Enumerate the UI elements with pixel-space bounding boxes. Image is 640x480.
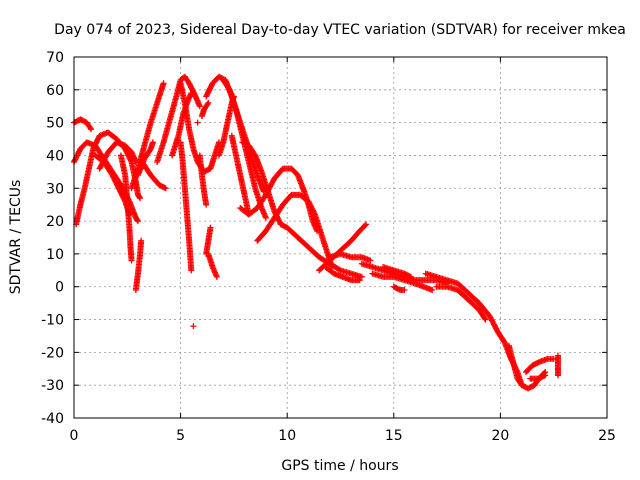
series-trace-36 xyxy=(433,283,489,323)
y-tick-label: 50 xyxy=(46,116,64,132)
y-tick-label: 0 xyxy=(55,280,64,296)
data-point xyxy=(356,277,363,284)
data-point xyxy=(188,267,195,274)
series-trace-2 xyxy=(71,116,95,133)
series-trace-14 xyxy=(177,139,195,274)
data-point xyxy=(262,214,269,221)
x-tick-label: 0 xyxy=(70,428,79,444)
y-tick-label: -20 xyxy=(41,345,64,361)
data-point xyxy=(358,273,365,280)
data-point xyxy=(138,237,145,244)
data-point xyxy=(88,126,95,133)
x-tick-label: 5 xyxy=(176,428,185,444)
series-trace-10 xyxy=(139,159,169,192)
data-point xyxy=(395,286,402,293)
data-point xyxy=(204,101,211,108)
data-point xyxy=(540,372,547,379)
data-point xyxy=(367,257,374,264)
series-trace-4 xyxy=(92,152,133,218)
y-tick-label: -40 xyxy=(41,411,64,427)
data-point xyxy=(542,372,549,379)
y-tick-label: 70 xyxy=(46,50,64,66)
data-point xyxy=(134,218,141,225)
series-trace-5 xyxy=(96,139,139,172)
data-point xyxy=(362,222,369,229)
y-tick-label: 10 xyxy=(46,247,64,263)
data-point xyxy=(213,273,220,280)
series-trace-15 xyxy=(190,323,197,330)
y-tick-label: 20 xyxy=(46,214,64,230)
x-axis-label: GPS time / hours xyxy=(281,458,398,474)
data-point xyxy=(161,184,168,191)
y-tick-label: -30 xyxy=(41,378,64,394)
data-point xyxy=(336,266,343,273)
data-point xyxy=(162,185,169,192)
data-point xyxy=(205,99,212,106)
y-axis-ticks: -40 -30 -20 -10 0 10 20 30 40 50 60 70 xyxy=(41,50,607,427)
data-point xyxy=(406,273,413,280)
y-tick-label: 30 xyxy=(46,181,64,197)
data-point xyxy=(128,257,135,264)
data-points xyxy=(71,73,561,392)
data-point xyxy=(188,90,195,97)
x-tick-label: 25 xyxy=(598,428,616,444)
series-trace-32 xyxy=(369,270,436,294)
data-point xyxy=(481,315,488,322)
series-trace-16 xyxy=(194,119,201,126)
y-axis-label: SDTVAR / TECUs xyxy=(8,180,24,295)
series-trace-30 xyxy=(326,250,374,264)
series-trace-18 xyxy=(198,99,212,120)
data-point xyxy=(134,216,141,223)
data-point xyxy=(407,273,414,280)
y-tick-label: 60 xyxy=(46,83,64,99)
data-point xyxy=(136,194,143,201)
data-point xyxy=(554,372,561,379)
data-point xyxy=(149,139,156,146)
series-trace-34 xyxy=(390,283,408,294)
series-trace-40 xyxy=(554,352,561,379)
data-point xyxy=(429,287,436,294)
data-point xyxy=(190,323,197,330)
data-point xyxy=(482,316,489,323)
data-point xyxy=(194,119,201,126)
data-point xyxy=(87,124,94,131)
series-trace-39 xyxy=(527,372,549,382)
data-point xyxy=(137,195,144,202)
y-tick-label: -10 xyxy=(41,313,64,329)
series-trace-20 xyxy=(205,250,220,280)
series-trace-38 xyxy=(522,355,557,376)
data-point xyxy=(196,103,203,110)
x-tick-label: 20 xyxy=(491,428,509,444)
series-trace-37 xyxy=(505,342,549,392)
series-trace-24 xyxy=(228,132,252,218)
series-trace-33 xyxy=(380,264,414,280)
chart-title: Day 074 of 2023, Sidereal Day-to-day VTE… xyxy=(54,22,626,38)
data-point xyxy=(534,359,541,366)
data-point xyxy=(363,221,370,228)
series-trace-7 xyxy=(132,237,145,294)
series-trace-19 xyxy=(203,224,214,257)
data-point xyxy=(160,80,167,87)
x-tick-label: 10 xyxy=(278,428,296,444)
data-point xyxy=(203,201,210,208)
data-point xyxy=(225,85,232,92)
series-trace-6 xyxy=(117,152,135,264)
y-tick-label: 40 xyxy=(46,148,64,164)
series-trace-26 xyxy=(239,139,365,280)
x-axis-ticks: 0 5 10 15 20 25 xyxy=(70,57,616,444)
series-trace-17 xyxy=(196,152,210,208)
x-tick-label: 15 xyxy=(385,428,403,444)
data-point xyxy=(401,287,408,294)
plot-frame xyxy=(73,56,608,419)
series-trace-29 xyxy=(322,264,363,284)
